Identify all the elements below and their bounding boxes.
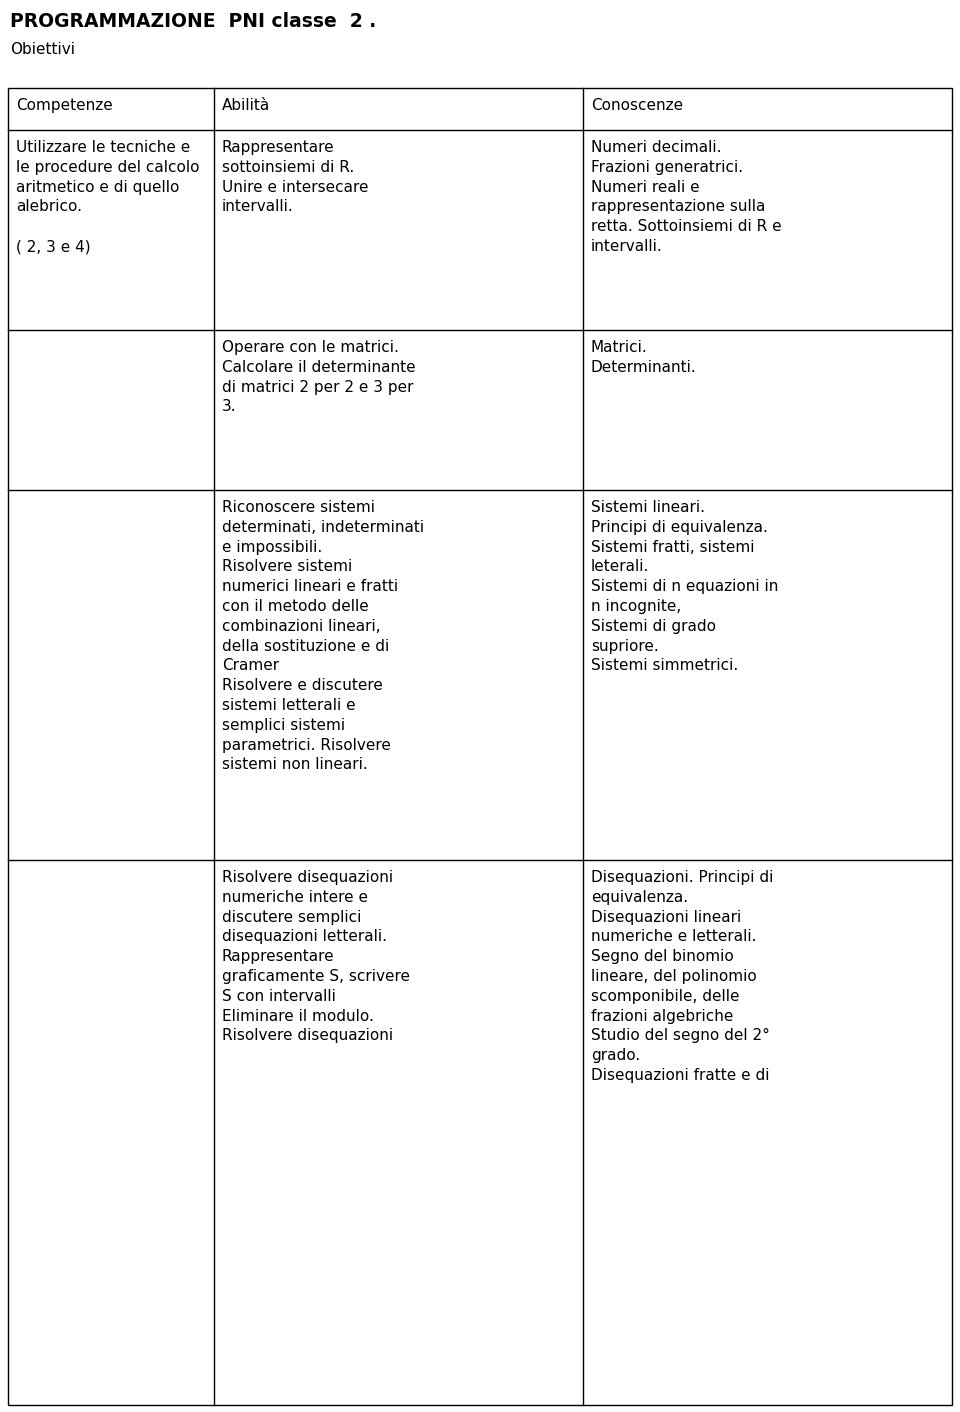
Text: Obiettivi: Obiettivi bbox=[10, 42, 75, 56]
Text: Numeri decimali.
Frazioni generatrici.
Numeri reali e
rappresentazione sulla
ret: Numeri decimali. Frazioni generatrici. N… bbox=[591, 140, 781, 254]
Text: Competenze: Competenze bbox=[16, 97, 112, 113]
Text: Matrici.
Determinanti.: Matrici. Determinanti. bbox=[591, 340, 697, 374]
Text: Utilizzare le tecniche e
le procedure del calcolo
aritmetico e di quello
alebric: Utilizzare le tecniche e le procedure de… bbox=[16, 140, 200, 254]
Text: Disequazioni. Principi di
equivalenza.
Disequazioni lineari
numeriche e letteral: Disequazioni. Principi di equivalenza. D… bbox=[591, 870, 773, 1083]
Text: Risolvere disequazioni
numeriche intere e
discutere semplici
disequazioni letter: Risolvere disequazioni numeriche intere … bbox=[222, 870, 410, 1043]
Text: Operare con le matrici.
Calcolare il determinante
di matrici 2 per 2 e 3 per
3.: Operare con le matrici. Calcolare il det… bbox=[222, 340, 416, 414]
Text: Conoscenze: Conoscenze bbox=[591, 97, 683, 113]
Text: Abilità: Abilità bbox=[222, 97, 270, 113]
Text: Riconoscere sistemi
determinati, indeterminati
e impossibili.
Risolvere sistemi
: Riconoscere sistemi determinati, indeter… bbox=[222, 500, 424, 772]
Text: Sistemi lineari.
Principi di equivalenza.
Sistemi fratti, sistemi
leterali.
Sist: Sistemi lineari. Principi di equivalenza… bbox=[591, 500, 779, 674]
Text: PROGRAMMAZIONE  PNI classe  2 .: PROGRAMMAZIONE PNI classe 2 . bbox=[10, 11, 376, 31]
Text: Rappresentare
sottoinsiemi di R.
Unire e intersecare
intervalli.: Rappresentare sottoinsiemi di R. Unire e… bbox=[222, 140, 369, 215]
